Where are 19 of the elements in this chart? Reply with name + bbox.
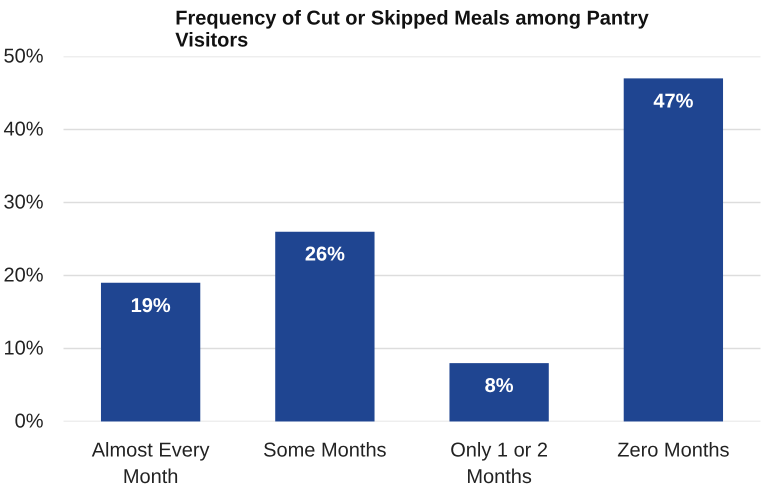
y-tick-label: 0%	[14, 410, 44, 432]
x-tick-label: Only 1 or 2 Months	[450, 440, 548, 488]
y-tick-label: 30%	[3, 192, 44, 214]
y-tick-label: 50%	[3, 46, 44, 68]
data-label: 26%	[304, 244, 346, 266]
data-label: 19%	[130, 294, 171, 317]
x-tick-label: Some Months	[263, 440, 387, 462]
bar	[275, 232, 375, 422]
y-tick-label: 10%	[3, 338, 44, 360]
x-tick-label: Zero Months	[617, 440, 730, 462]
bar	[449, 363, 549, 422]
y-tick-label: 20%	[3, 264, 44, 286]
data-label: 47%	[653, 90, 694, 112]
bar	[624, 78, 724, 422]
data-label: 8%	[484, 375, 514, 398]
bar	[100, 282, 200, 422]
x-tick-label: Almost Every Month	[92, 440, 210, 488]
y-tick-label: 40%	[3, 118, 44, 140]
chart-title: Frequency of Cut or Skipped Meals among Pantry Visitors	[175, 8, 650, 52]
